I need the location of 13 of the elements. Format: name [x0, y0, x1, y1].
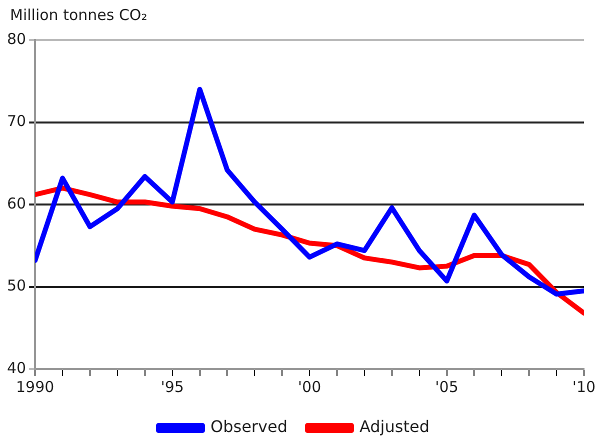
x-tick-label: '05 — [435, 378, 458, 396]
legend-label: Observed — [210, 417, 288, 436]
x-tick-label: 1990 — [16, 378, 54, 396]
x-tick-label: '00 — [298, 378, 322, 396]
y-tick-label: 60 — [6, 194, 26, 212]
y-tick-label: 80 — [6, 30, 26, 48]
y-axis-title: Million tonnes CO₂ — [10, 6, 148, 24]
x-tick-label: '95 — [160, 378, 184, 396]
x-tick-label: '10 — [572, 378, 596, 396]
y-tick-label: 40 — [6, 358, 26, 377]
y-tick-label: 50 — [6, 276, 26, 295]
y-tick-label: 70 — [6, 112, 26, 130]
legend-label: Adjusted — [359, 417, 430, 436]
